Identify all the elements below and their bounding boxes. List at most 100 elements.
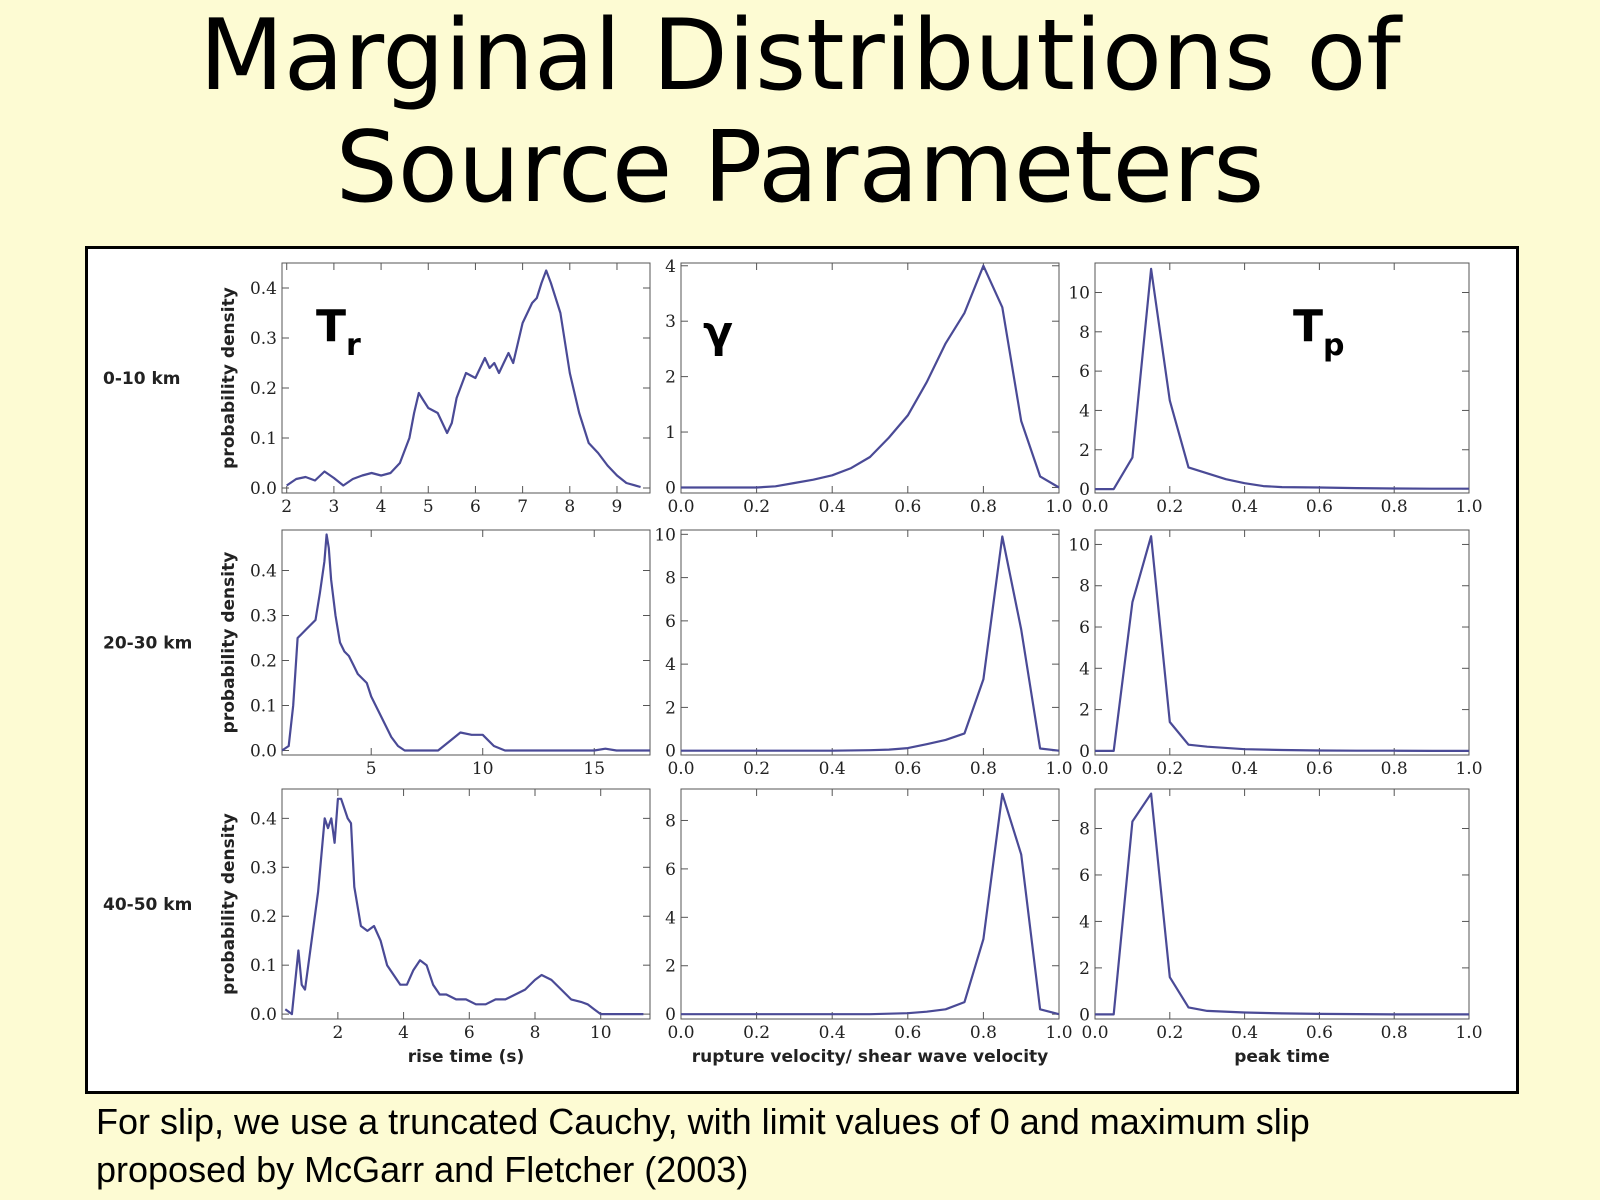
x-tick-label: 1.0 (1045, 759, 1072, 779)
x-tick-label: 0.0 (667, 497, 694, 517)
slide-title-line-1: Marginal Distributions of (199, 0, 1401, 113)
parameter-symbol-3: Tp (1293, 301, 1345, 363)
y-tick-label: 2 (665, 368, 676, 388)
plot-frame (1094, 262, 1470, 494)
y-tick-label: 0.4 (250, 279, 277, 299)
series-line (1095, 792, 1469, 1016)
chart-3-2: 0.0 0.2 0.4 0.6 0.8 1.0 0 2 4 6 8 rupture velocity/… (665, 788, 1073, 1067)
symbol-main: T (316, 301, 346, 352)
y-tick-label: 4 (665, 908, 676, 928)
caption-line-2: proposed by McGarr and Fletcher (2003) (96, 1149, 749, 1190)
y-axis-label: probability density (219, 813, 239, 995)
chart-1-2: 0.0 0.2 0.4 0.6 0.8 1.0 0 1 2 3 4 (665, 257, 1072, 517)
y-axis-label: probability density (219, 287, 239, 469)
y-tick-label: 4 (665, 655, 676, 675)
x-tick-label: 5 (366, 759, 377, 779)
y-tick-label: 4 (1079, 912, 1090, 932)
chart-2-1: 5 10 15 0.0 0.1 0.2 0.3 0.4 probability density (219, 529, 651, 779)
y-tick-label: 0 (665, 742, 676, 762)
y-tick-label: 8 (1079, 819, 1090, 839)
caption-line-1: For slip, we use a truncated Cauchy, wit… (96, 1101, 1310, 1142)
series-line (284, 797, 644, 1016)
x-tick-label: 9 (612, 497, 623, 517)
y-tick-label: 0.3 (250, 858, 277, 878)
y-tick-label: 6 (665, 860, 676, 880)
x-tick-label: 0.2 (1156, 497, 1183, 517)
x-tick-label: 15 (583, 759, 605, 779)
x-tick-label: 1.0 (1455, 497, 1482, 517)
y-tick-label: 10 (1068, 283, 1090, 303)
y-tick-label: 6 (665, 612, 676, 632)
y-tick-label: 2 (1079, 959, 1090, 979)
y-tick-label: 8 (1079, 323, 1090, 343)
slide-title-line-2: Source Parameters (335, 111, 1265, 225)
x-tick-label: 0.8 (970, 1023, 997, 1043)
chart-1-3: 0.0 0.2 0.4 0.6 0.8 1.0 0 2 4 6 8 10 (1068, 262, 1483, 517)
y-tick-label: 0.0 (250, 1005, 277, 1025)
x-tick-label: 0.0 (667, 759, 694, 779)
x-tick-label: 0.8 (1381, 1023, 1408, 1043)
row-label-1: 0-10 km (103, 369, 180, 389)
x-tick-label: 6 (470, 497, 481, 517)
y-tick-label: 8 (665, 811, 676, 831)
plot-frame (1094, 788, 1470, 1020)
x-tick-label: 1.0 (1045, 497, 1072, 517)
x-tick-label: 8 (530, 1023, 541, 1043)
y-tick-label: 0 (1079, 480, 1090, 500)
y-tick-label: 0 (665, 1005, 676, 1025)
x-tick-label: 1.0 (1455, 759, 1482, 779)
x-tick-label: 5 (423, 497, 434, 517)
y-tick-label: 2 (665, 698, 676, 718)
slide-title: Marginal Distributions of Source Paramet… (0, 0, 1600, 224)
x-tick-label: 8 (564, 497, 575, 517)
x-tick-label: 0.6 (894, 759, 921, 779)
y-tick-label: 2 (665, 957, 676, 977)
x-tick-label: 0.6 (1306, 497, 1333, 517)
row-label-2: 20-30 km (103, 634, 192, 654)
x-tick-label: 0.4 (819, 497, 846, 517)
x-tick-label: 7 (517, 497, 528, 517)
y-tick-label: 4 (665, 257, 676, 277)
series-line (681, 792, 1060, 1016)
plot-frame (1094, 529, 1470, 756)
x-tick-label: 0.4 (1231, 1023, 1258, 1043)
x-tick-label: 0.4 (1231, 497, 1258, 517)
x-tick-label: 0.4 (1231, 759, 1258, 779)
plot-frame (680, 788, 1060, 1020)
y-tick-label: 10 (654, 525, 676, 545)
x-tick-label: 4 (376, 497, 387, 517)
y-tick-label: 0 (665, 478, 676, 498)
symbol-main: T (1293, 301, 1323, 352)
figure-panel: 2 3 4 5 6 7 8 9 0.0 0.1 0.2 0.3 0.4 probability densi… (85, 246, 1519, 1094)
x-tick-label: 1.0 (1045, 1023, 1072, 1043)
plot-frame (281, 529, 651, 756)
y-tick-label: 0.0 (250, 479, 277, 499)
y-tick-label: 6 (1079, 618, 1090, 638)
symbol-subscript: p (1323, 328, 1344, 363)
x-tick-label: 10 (472, 759, 494, 779)
y-tick-label: 1 (665, 423, 676, 443)
x-tick-label: 0.8 (1381, 497, 1408, 517)
x-tick-label: 0.6 (894, 1023, 921, 1043)
y-tick-label: 0 (1079, 1005, 1090, 1025)
x-tick-label: 0.0 (667, 1023, 694, 1043)
y-tick-label: 0.3 (250, 329, 277, 349)
y-tick-label: 2 (1079, 701, 1090, 721)
series-line (286, 269, 641, 489)
y-tick-label: 6 (1079, 866, 1090, 886)
y-tick-label: 0.1 (250, 697, 277, 717)
x-tick-label: 3 (328, 497, 339, 517)
y-tick-label: 0.1 (250, 429, 277, 449)
y-tick-label: 0.2 (250, 652, 277, 672)
y-tick-label: 3 (665, 312, 676, 332)
chart-1-1: 2 3 4 5 6 7 8 9 0.0 0.1 0.2 0.3 0.4 probability densi… (219, 262, 651, 517)
y-tick-label: 4 (1079, 401, 1090, 421)
x-tick-label: 0.8 (970, 759, 997, 779)
y-tick-label: 0.4 (250, 809, 277, 829)
x-tick-label: 0.4 (819, 759, 846, 779)
y-tick-label: 6 (1079, 362, 1090, 382)
y-tick-label: 0 (1079, 742, 1090, 762)
x-tick-label: 0.0 (1081, 1023, 1108, 1043)
x-tick-label: 0.4 (819, 1023, 846, 1043)
x-tick-label: 0.2 (1156, 759, 1183, 779)
